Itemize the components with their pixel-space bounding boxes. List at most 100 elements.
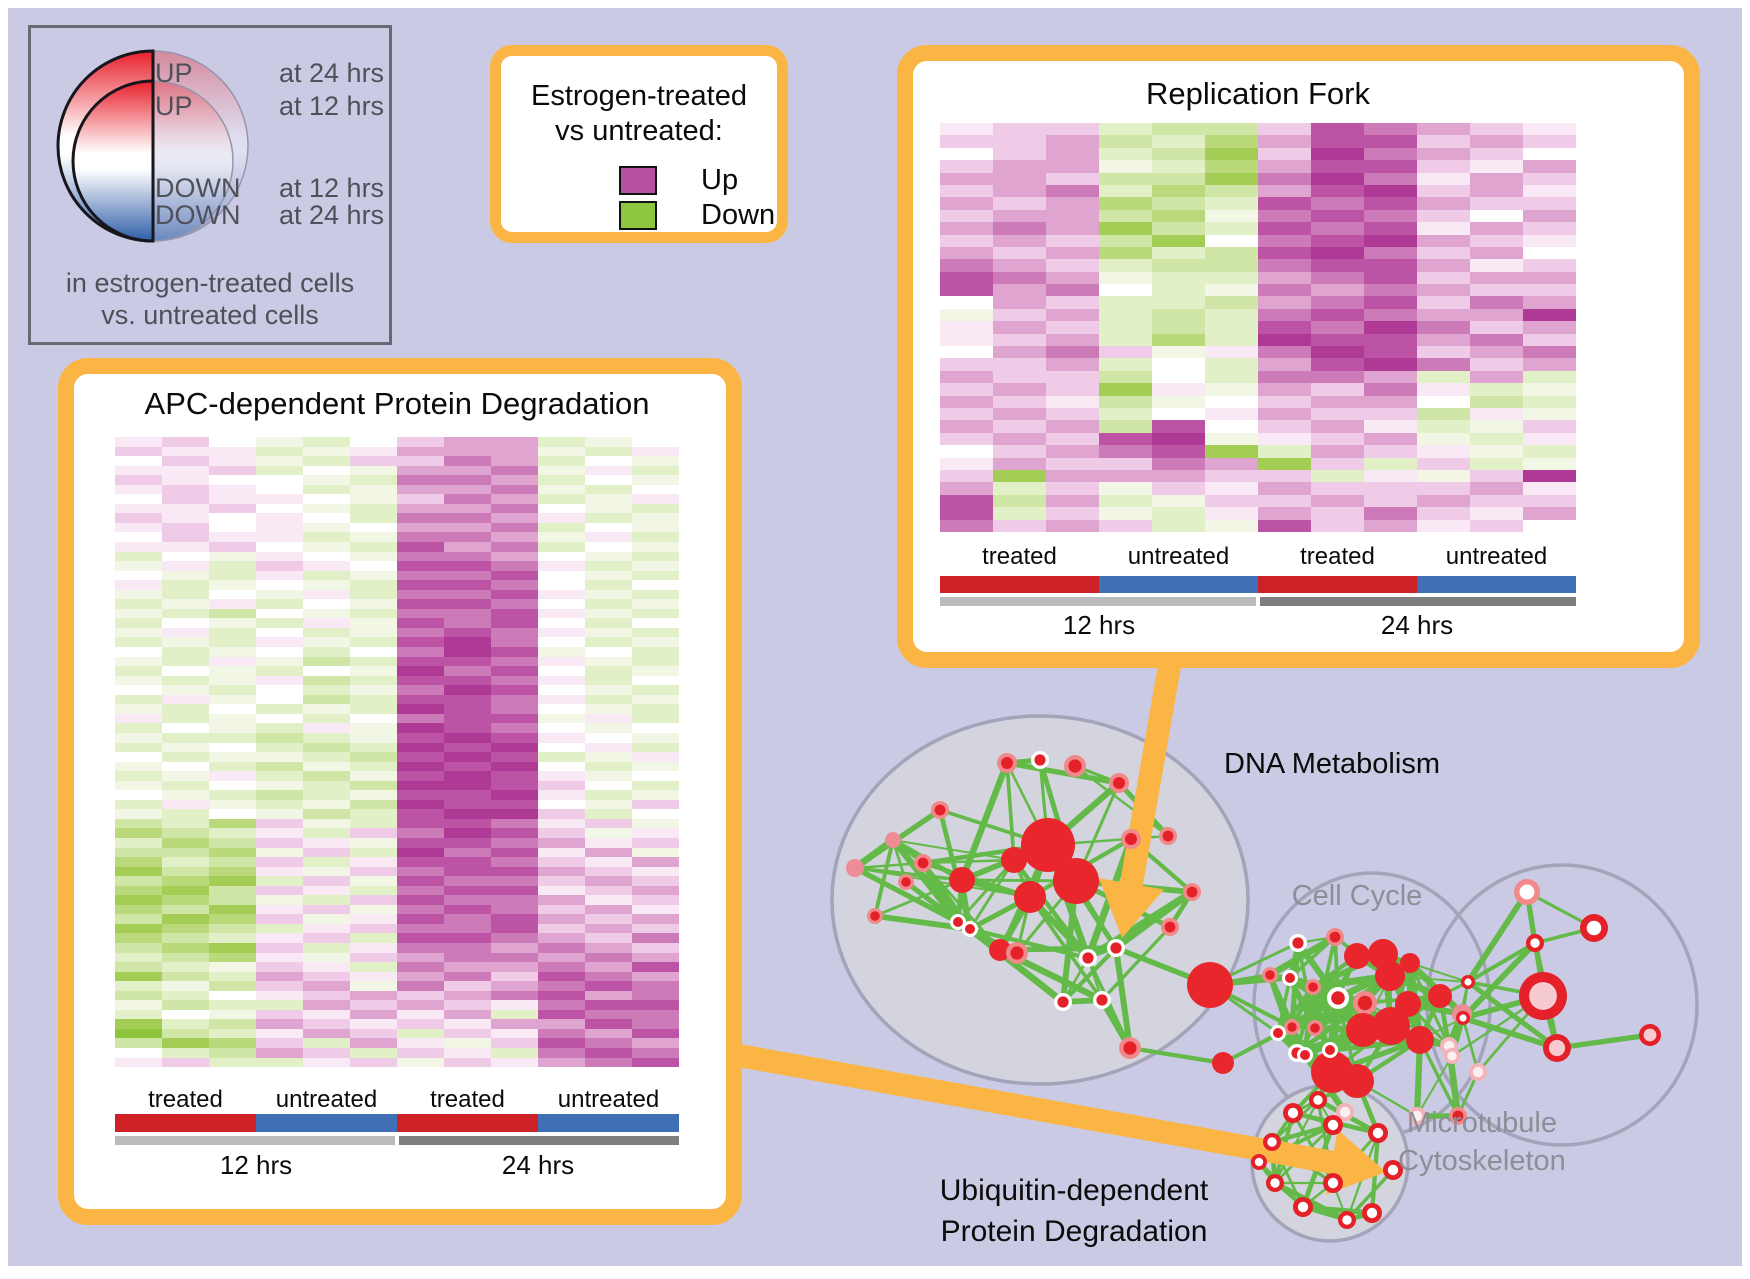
heatmap-cell [993, 469, 1046, 483]
heatmap-cell [1205, 160, 1258, 173]
heatmap-cell [1099, 507, 1152, 520]
heatmap-cell [1311, 420, 1364, 433]
heatmap-cell [940, 420, 993, 433]
heatmap-cell [632, 551, 679, 562]
heatmap-cell [303, 1028, 350, 1039]
heatmap-cell [162, 981, 209, 991]
heatmap-cell [162, 465, 209, 476]
heatmap-cell [1205, 358, 1258, 371]
heatmap-cell [585, 551, 632, 562]
heatmap-cell [491, 780, 538, 791]
heatmap-cell [397, 904, 444, 915]
heatmap-cell [397, 933, 444, 943]
heatmap-row [115, 666, 679, 676]
heatmap-cell [1417, 184, 1470, 198]
heatmap-cell [491, 561, 538, 571]
ubiquitin-label-line2: Protein Degradation [940, 1215, 1208, 1248]
heatmap-cell [303, 885, 350, 896]
heatmap-cell [1258, 445, 1311, 458]
heatmap-cell [1364, 135, 1417, 148]
heatmap-cell [993, 246, 1046, 260]
heatmap-cell [1099, 160, 1152, 173]
heatmap-cell [162, 484, 209, 495]
heatmap-cell [632, 618, 679, 628]
heatmap-cell [115, 761, 162, 772]
heatmap-cell [491, 732, 538, 743]
heatmap-cell [444, 952, 491, 963]
heatmap-cell [303, 990, 350, 1001]
heatmap-cell [397, 942, 444, 953]
heatmap-cell [940, 123, 993, 136]
heatmap-cell [585, 685, 632, 695]
heatmap-cell [303, 1000, 350, 1010]
heatmap-cell [491, 647, 538, 657]
heatmap-cell [303, 475, 350, 485]
heatmap-cell [115, 809, 162, 819]
heatmap-cell [1523, 222, 1576, 235]
heatmap-cell [256, 780, 303, 791]
heatmap-cell [1258, 346, 1311, 359]
heatmap-cell [585, 542, 632, 552]
heatmap-cell [444, 923, 491, 934]
updown-circles-icon [56, 49, 249, 243]
heatmap-cell [1046, 321, 1099, 334]
heatmap-cell [585, 456, 632, 466]
heatmap-cell [1523, 184, 1576, 198]
heatmap-cell [1364, 284, 1417, 297]
heatmap-cell [491, 704, 538, 714]
heatmap-cell [585, 933, 632, 943]
heatmap-cell [1470, 383, 1523, 396]
heatmap-cell [585, 818, 632, 829]
heatmap-cell [256, 799, 303, 810]
heatmap-cell [115, 962, 162, 972]
heatmap-cell [397, 656, 444, 667]
heatmap-cell [993, 346, 1046, 359]
heatmap-cell [115, 675, 162, 686]
heatmap-cell [491, 847, 538, 858]
heatmap-cell [162, 885, 209, 896]
heatmap-cell [256, 618, 303, 628]
heatmap-cell [1417, 222, 1470, 235]
heatmap-cell [1523, 383, 1576, 396]
heatmap-cell [1046, 370, 1099, 384]
heatmap-cell [162, 790, 209, 800]
heatmap-cell [1311, 160, 1364, 173]
heatmap-cell [1364, 370, 1417, 384]
heatmap-cell [538, 465, 585, 476]
heatmap-row [115, 780, 679, 791]
heatmap-cell [444, 876, 491, 886]
heatmap-cell [632, 666, 679, 676]
heatmap-cell [1152, 271, 1205, 285]
heatmap-row [940, 259, 1576, 272]
heatmap-row [115, 1057, 679, 1068]
heatmap-row [115, 923, 679, 934]
heatmap-cell [1417, 507, 1470, 520]
heatmap-cell [350, 723, 397, 733]
heatmap-row [940, 445, 1576, 458]
heatmap-cell [538, 694, 585, 705]
heatmap-cell [1364, 457, 1417, 470]
heatmap-cell [350, 942, 397, 953]
heatmap-cell [1311, 296, 1364, 309]
heatmap-row [940, 184, 1576, 198]
heatmap-cell [444, 1057, 491, 1068]
heatmap-cell [632, 599, 679, 609]
heatmap-cell [632, 857, 679, 867]
heatmap-cell [585, 761, 632, 772]
heatmap-cell [585, 647, 632, 657]
heatmap-cell [538, 828, 585, 838]
heatmap-cell [585, 1028, 632, 1039]
heatmap-cell [632, 1048, 679, 1058]
heatmap-cell [538, 475, 585, 485]
heatmap-cell [209, 809, 256, 819]
heatmap-cell [256, 723, 303, 733]
heatmap-cell [256, 981, 303, 991]
heatmap-cell [162, 637, 209, 648]
heatmap-cell [303, 542, 350, 552]
heatmap-cell [444, 828, 491, 838]
heatmap-cell [115, 990, 162, 1001]
heatmap-row [115, 732, 679, 743]
heatmap-cell [585, 780, 632, 791]
heatmap-cell [444, 456, 491, 466]
heatmap-cell [1311, 147, 1364, 161]
